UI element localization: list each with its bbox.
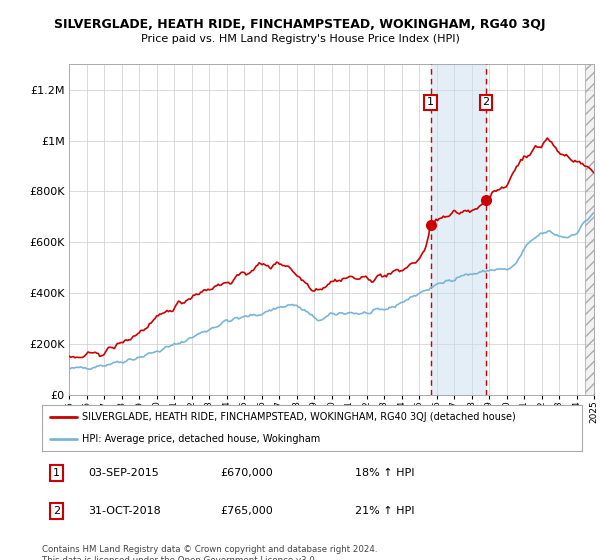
Text: SILVERGLADE, HEATH RIDE, FINCHAMPSTEAD, WOKINGHAM, RG40 3QJ (detached house): SILVERGLADE, HEATH RIDE, FINCHAMPSTEAD, …	[83, 412, 516, 422]
Bar	[431, 64, 486, 395]
Text: SILVERGLADE, HEATH RIDE, FINCHAMPSTEAD, WOKINGHAM, RG40 3QJ: SILVERGLADE, HEATH RIDE, FINCHAMPSTEAD, …	[54, 18, 546, 31]
Text: 03-SEP-2015: 03-SEP-2015	[88, 468, 158, 478]
Text: 1: 1	[427, 97, 434, 108]
Text: £765,000: £765,000	[220, 506, 273, 516]
Text: 1: 1	[53, 468, 60, 478]
Text: 2: 2	[53, 506, 60, 516]
Bar	[585, 64, 595, 395]
Text: 2: 2	[482, 97, 490, 108]
Text: £670,000: £670,000	[220, 468, 273, 478]
Text: 18% ↑ HPI: 18% ↑ HPI	[355, 468, 415, 478]
Text: Price paid vs. HM Land Registry's House Price Index (HPI): Price paid vs. HM Land Registry's House …	[140, 34, 460, 44]
Bar	[585, 64, 595, 395]
Text: HPI: Average price, detached house, Wokingham: HPI: Average price, detached house, Woki…	[83, 435, 321, 444]
Text: 31-OCT-2018: 31-OCT-2018	[88, 506, 161, 516]
Text: Contains HM Land Registry data © Crown copyright and database right 2024.
This d: Contains HM Land Registry data © Crown c…	[42, 545, 377, 560]
Text: 21% ↑ HPI: 21% ↑ HPI	[355, 506, 415, 516]
